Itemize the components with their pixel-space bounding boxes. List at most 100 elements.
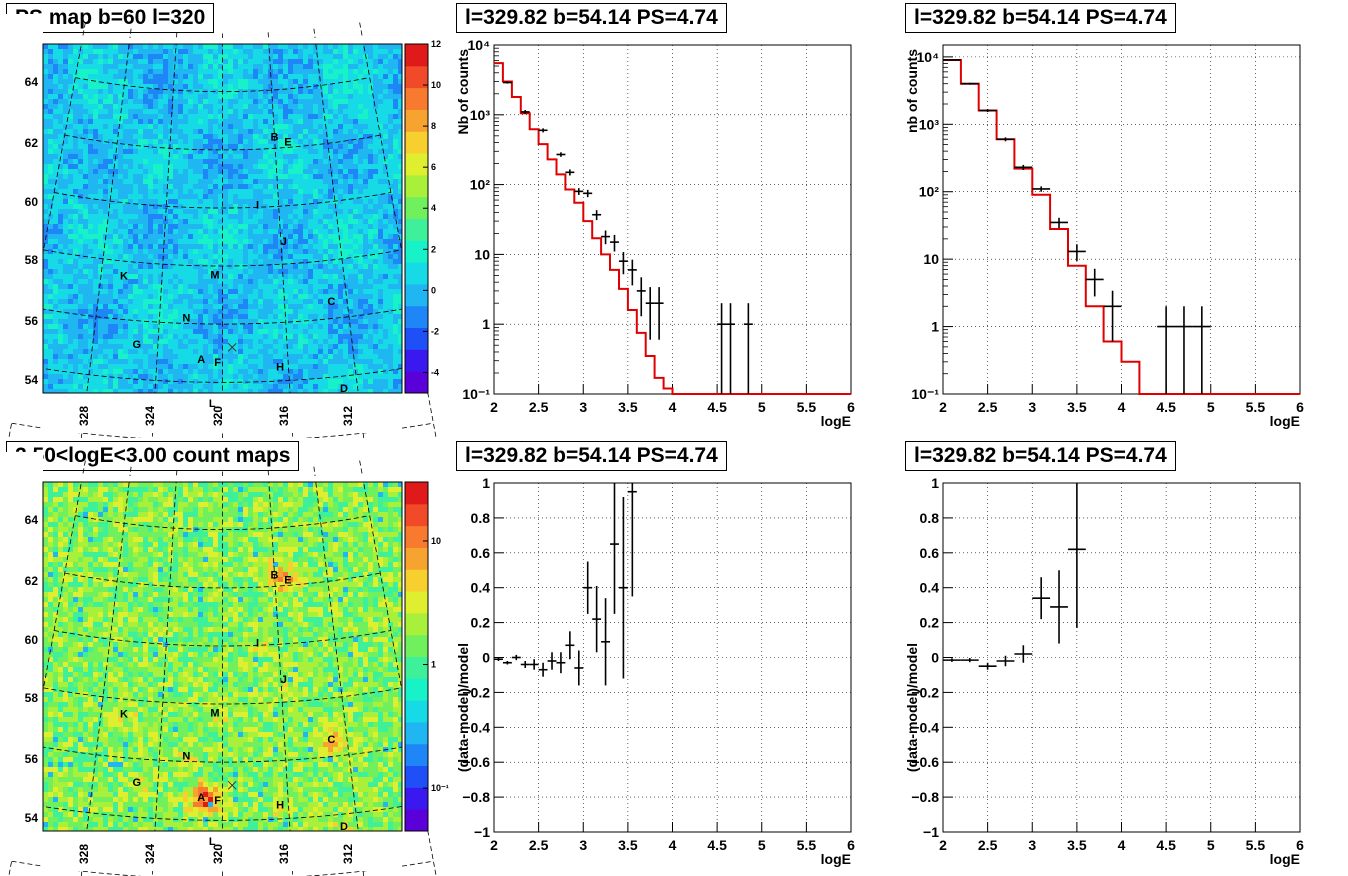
map-pixel — [198, 184, 203, 189]
map-pixel — [308, 274, 313, 279]
map-pixel — [358, 324, 363, 329]
map-pixel — [363, 134, 368, 139]
map-pixel — [333, 94, 338, 99]
map-pixel — [218, 109, 223, 114]
map-pixel — [158, 324, 163, 329]
map-pixel — [353, 234, 358, 239]
map-pixel — [398, 264, 403, 269]
map-pixel — [158, 139, 163, 144]
map-pixel — [148, 119, 153, 124]
map-pixel — [148, 144, 153, 149]
map-pixel — [213, 294, 218, 299]
map-pixel — [263, 44, 268, 49]
map-pixel — [183, 374, 188, 379]
map-pixel — [318, 214, 323, 219]
map-pixel — [188, 44, 193, 49]
map-pixel — [288, 74, 293, 79]
map-pixel — [288, 294, 293, 299]
map-pixel — [318, 209, 323, 214]
map-pixel — [168, 269, 173, 274]
map-pixel — [248, 54, 253, 59]
map-pixel — [68, 154, 73, 159]
map-pixel — [153, 169, 158, 174]
map-pixel — [113, 324, 118, 329]
map-pixel — [188, 374, 193, 379]
map-pixel — [228, 199, 233, 204]
map-pixel — [368, 59, 373, 64]
map-pixel — [153, 184, 158, 189]
map-pixel — [153, 359, 158, 364]
map-pixel — [213, 99, 218, 104]
map-pixel — [398, 119, 403, 124]
map-pixel — [93, 109, 98, 114]
map-pixel — [138, 224, 143, 229]
map-pixel — [48, 319, 53, 324]
map-pixel — [98, 59, 103, 64]
map-pixel — [343, 189, 348, 194]
map-pixel — [193, 274, 198, 279]
map-pixel — [303, 184, 308, 189]
map-pixel — [348, 134, 353, 139]
map-pixel — [48, 169, 53, 174]
map-pixel — [373, 324, 378, 329]
map-pixel — [218, 119, 223, 124]
map-pixel — [208, 224, 213, 229]
map-pixel — [298, 384, 303, 389]
map-pixel — [238, 289, 243, 294]
map-pixel — [273, 349, 278, 354]
map-pixel — [68, 264, 73, 269]
map-pixel — [248, 269, 253, 274]
map-pixel — [313, 189, 318, 194]
map-pixel — [58, 354, 63, 359]
map-pixel — [73, 384, 78, 389]
map-pixel — [108, 334, 113, 339]
map-pixel — [218, 329, 223, 334]
map-pixel — [68, 209, 73, 214]
map-pixel — [318, 374, 323, 379]
map-pixel — [108, 149, 113, 154]
map-pixel — [143, 234, 148, 239]
map-pixel — [293, 354, 298, 359]
map-pixel — [63, 374, 68, 379]
map-pixel — [333, 154, 338, 159]
map-pixel — [83, 94, 88, 99]
map-pixel — [343, 309, 348, 314]
map-pixel — [203, 124, 208, 129]
map-pixel — [273, 104, 278, 109]
map-pixel — [203, 199, 208, 204]
map-pixel — [283, 299, 288, 304]
map-pixel — [83, 129, 88, 134]
map-pixel — [288, 364, 293, 369]
map-pixel — [303, 54, 308, 59]
map-pixel — [123, 344, 128, 349]
map-pixel — [373, 274, 378, 279]
map-pixel — [343, 94, 348, 99]
map-pixel — [248, 259, 253, 264]
map-pixel — [263, 369, 268, 374]
map-pixel — [258, 384, 263, 389]
map-pixel — [153, 229, 158, 234]
map-pixel — [323, 104, 328, 109]
map-pixel — [243, 169, 248, 174]
map-pixel — [218, 239, 223, 244]
map-pixel — [208, 104, 213, 109]
map-pixel — [203, 344, 208, 349]
map-pixel — [148, 319, 153, 324]
map-pixel — [103, 159, 108, 164]
map-pixel — [133, 169, 138, 174]
map-pixel — [328, 364, 333, 369]
map-pixel — [293, 114, 298, 119]
map-pixel — [233, 194, 238, 199]
map-pixel — [288, 219, 293, 224]
map-pixel — [188, 239, 193, 244]
map-pixel — [118, 49, 123, 54]
map-pixel — [223, 229, 228, 234]
map-pixel — [388, 199, 393, 204]
map-pixel — [148, 324, 153, 329]
map-pixel — [53, 254, 58, 259]
map-pixel — [178, 329, 183, 334]
map-pixel — [98, 209, 103, 214]
map-pixel — [153, 69, 158, 74]
map-pixel — [193, 44, 198, 49]
map-pixel — [88, 339, 93, 344]
